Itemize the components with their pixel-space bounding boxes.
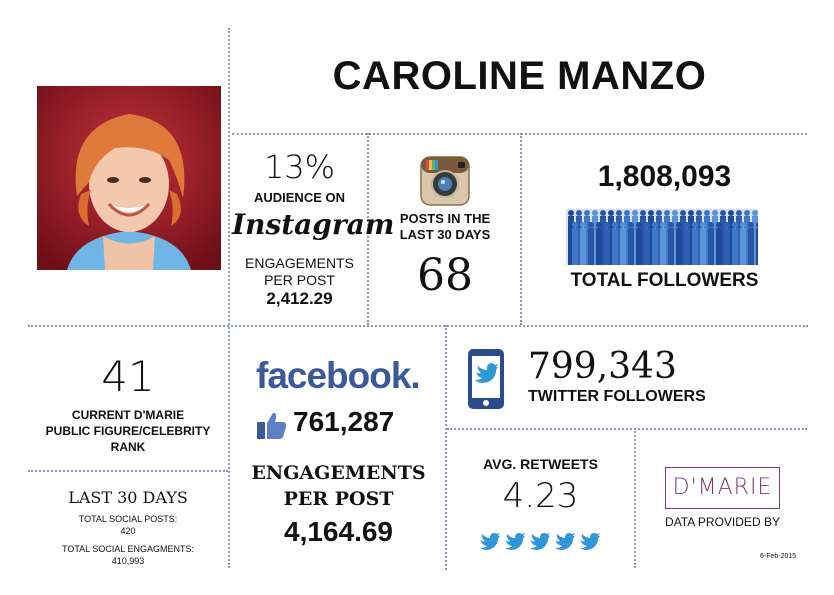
last30-engagements-value: 410,993	[111, 556, 145, 566]
total-followers-value: 1,808,093	[597, 160, 732, 193]
last30-engagements-label: TOTAL SOCIAL ENGAGMENTS:	[61, 544, 195, 554]
instagram-icon	[420, 156, 470, 206]
twitter-bird-icon	[530, 533, 550, 550]
rank-label-3: RANK	[110, 440, 146, 454]
avg-retweets-label: AVG. RETWEETS	[483, 456, 598, 472]
page-title: CAROLINE MANZO	[332, 54, 707, 98]
thumbs-up-icon	[256, 410, 288, 440]
facebook-engagements-value: 4,164.69	[284, 516, 393, 547]
instagram-engagements-label-1: ENGAGEMENTS	[245, 255, 354, 271]
twitter-followers-label: TWITTER FOLLOWERS	[528, 388, 706, 405]
avg-retweets-value: 4.23	[502, 476, 579, 516]
instagram-engagements-label-2: PER POST	[264, 272, 335, 288]
twitter-birds-icon	[479, 532, 604, 552]
total-followers-label: TOTAL FOLLOWERS	[570, 270, 759, 291]
profile-photo	[37, 86, 221, 270]
twitter-bird-icon	[555, 533, 575, 550]
crowd-graphic-icon	[566, 203, 762, 265]
report-date: 6-Feb-2015	[760, 553, 797, 560]
rank-value: 41	[101, 352, 155, 401]
instagram-wordmark: Instagram	[232, 208, 395, 241]
twitter-bird-icon	[505, 533, 525, 550]
instagram-audience-label: AUDIENCE ON	[253, 190, 345, 205]
last30-posts-label: TOTAL SOCIAL POSTS:	[78, 514, 178, 524]
facebook-wordmark: facebook.	[256, 355, 421, 396]
instagram-engagements-value: 2,412.29	[266, 289, 333, 308]
data-provided-by: DATA PROVIDED BY	[665, 515, 780, 529]
instagram-audience-percent: 13%	[263, 148, 336, 186]
instagram-posts-label-2: LAST 30 DAYS	[399, 227, 491, 242]
facebook-likes-value: 761,287	[293, 406, 395, 437]
facebook-engagements-label-1: ENGAGEMENTS	[251, 462, 426, 484]
instagram-posts-label-1: POSTS IN THE	[399, 211, 491, 226]
instagram-posts-value: 68	[417, 250, 473, 301]
twitter-followers-value: 799,343	[528, 346, 677, 387]
last30-title: LAST 30 DAYS	[68, 488, 188, 507]
twitter-bird-icon	[480, 533, 500, 550]
last30-posts-value: 420	[120, 526, 136, 536]
phone-twitter-icon	[467, 348, 505, 410]
dmarie-logo: D'MARIE	[665, 467, 780, 509]
rank-label-2: PUBLIC FIGURE/CELEBRITY	[45, 424, 211, 438]
facebook-engagements-label-2: PER POST	[283, 488, 394, 510]
rank-label-1: CURRENT D'MARIE	[71, 408, 185, 422]
twitter-bird-icon	[580, 533, 600, 550]
